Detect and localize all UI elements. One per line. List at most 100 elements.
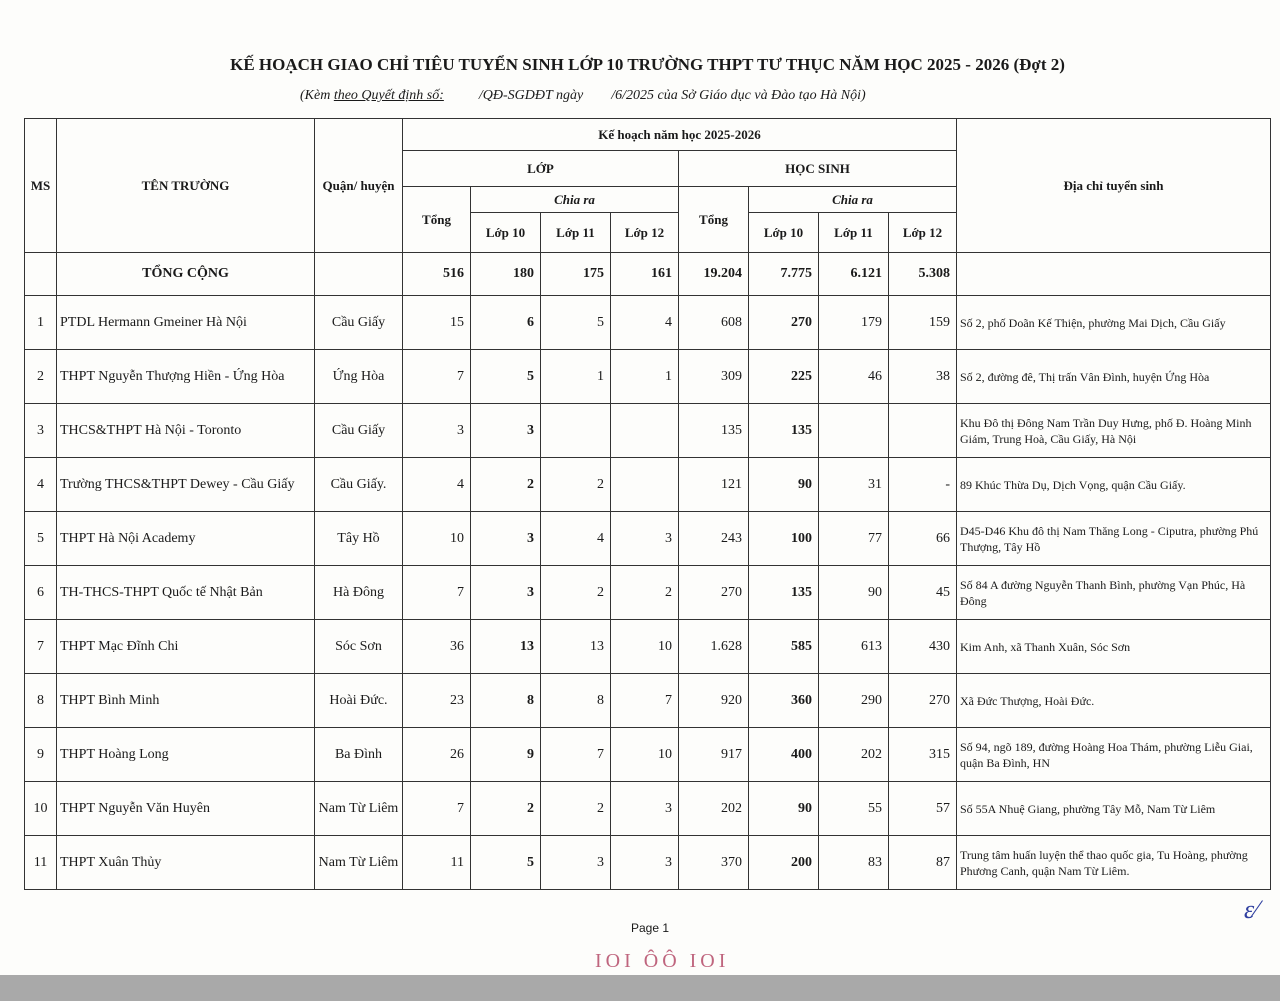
row-value: 5: [540, 295, 611, 350]
row-value: 608: [678, 295, 749, 350]
row-value: 90: [818, 565, 889, 620]
row-district: Nam Từ Liêm: [314, 835, 403, 890]
enrollment-table: MS TÊN TRƯỜNG Quận/ huyện Kế hoạch năm h…: [24, 118, 1271, 890]
row-value: 31: [818, 457, 889, 512]
total-value: 6.121: [818, 252, 889, 296]
row-value: 2: [470, 781, 541, 836]
row-address: Kim Anh, xã Thanh Xuân, Sóc Sơn: [956, 619, 1271, 674]
row-value: -: [888, 457, 957, 512]
row-value: 430: [888, 619, 957, 674]
row-district: Cầu Giấy: [314, 295, 403, 350]
subtitle-date: /6/2025 của Sở Giáo dục và Đào tạo: [583, 88, 817, 103]
table-row: 10 THPT Nguyễn Văn Huyên Nam Từ Liêm 7 2 2 3 20…: [24, 781, 1271, 836]
row-value: 7: [402, 349, 471, 404]
row-value: 55: [818, 781, 889, 836]
row-value: 45: [888, 565, 957, 620]
row-value: 135: [748, 403, 819, 458]
row-value: 9: [470, 727, 541, 782]
row-value: 83: [818, 835, 889, 890]
row-value: 11: [402, 835, 471, 890]
row-district: Cầu Giấy: [314, 403, 403, 458]
page-stamp: IOI ÔÔ IOI: [595, 950, 730, 972]
row-value: 26: [402, 727, 471, 782]
row-value: 135: [748, 565, 819, 620]
row-district: Nam Từ Liêm: [314, 781, 403, 836]
header-plan: Kế hoạch năm học 2025-2026: [402, 118, 957, 151]
row-value: 917: [678, 727, 749, 782]
header-students-grade12: Lớp 12: [888, 212, 957, 253]
row-value: 87: [888, 835, 957, 890]
header-classes-total: Tổng: [402, 186, 471, 253]
row-district: Sóc Sơn: [314, 619, 403, 674]
row-value: 8: [540, 673, 611, 728]
row-value: 66: [888, 511, 957, 566]
table-row: 7 THPT Mạc Đĩnh Chi Sóc Sơn 36 13 13 10 1.628 58…: [24, 619, 1271, 674]
total-value: 5.308: [888, 252, 957, 296]
table-row: 3 THCS&THPT Hà Nội - Toronto Cầu Giấy 3 3 135…: [24, 403, 1271, 458]
row-value: 1.628: [678, 619, 749, 674]
table-row: 8 THPT Bình Minh Hoài Đức. 23 8 8 7 920 360 290 27…: [24, 673, 1271, 728]
row-value: 10: [402, 511, 471, 566]
row-value: 4: [402, 457, 471, 512]
document-title: KẾ HOẠCH GIAO CHỈ TIÊU TUYỂN SINH LỚP 10…: [230, 55, 1065, 74]
row-ms: 7: [24, 619, 57, 674]
row-value: [818, 403, 889, 458]
table-row: 2 THPT Nguyễn Thượng Hiền - Ứng Hòa Ứng Hò…: [24, 349, 1271, 404]
row-value: 7: [402, 781, 471, 836]
row-value: 585: [748, 619, 819, 674]
row-value: 5: [470, 349, 541, 404]
row-value: 77: [818, 511, 889, 566]
row-value: 290: [818, 673, 889, 728]
row-school-name: THCS&THPT Hà Nội - Toronto: [56, 403, 315, 458]
row-address: Số 55A Nhuệ Giang, phường Tây Mỗ, Nam Từ…: [956, 781, 1271, 836]
total-value: 19.204: [678, 252, 749, 296]
row-value: 8: [470, 673, 541, 728]
header-students-grade11: Lớp 11: [818, 212, 889, 253]
row-school-name: THPT Mạc Đĩnh Chi: [56, 619, 315, 674]
row-value: 10: [610, 727, 679, 782]
total-value: 516: [402, 252, 471, 296]
row-district: Ba Đình: [314, 727, 403, 782]
header-classes-breakdown: Chia ra: [470, 186, 679, 213]
row-value: 5: [470, 835, 541, 890]
table-row: 6 TH-THCS-THPT Quốc tế Nhật Bản Hà Đông 7 3 2…: [24, 565, 1271, 620]
subtitle-number: /QĐ-SGDĐT ngày: [443, 88, 584, 103]
header-classes-grade12: Lớp 12: [610, 212, 679, 253]
row-value: 3: [610, 781, 679, 836]
total-value: 180: [470, 252, 541, 296]
row-value: 36: [402, 619, 471, 674]
row-district: Cầu Giấy.: [314, 457, 403, 512]
total-value: 161: [610, 252, 679, 296]
total-value: 7.775: [748, 252, 819, 296]
row-district: Hoài Đức.: [314, 673, 403, 728]
row-value: 6: [470, 295, 541, 350]
row-value: 243: [678, 511, 749, 566]
header-classes-grade10: Lớp 10: [470, 212, 541, 253]
row-value: 38: [888, 349, 957, 404]
row-school-name: THPT Xuân Thủy: [56, 835, 315, 890]
row-ms: 3: [24, 403, 57, 458]
table-row: 5 THPT Hà Nội Academy Tây Hồ 10 3 4 3 243 100 77 6…: [24, 511, 1271, 566]
row-school-name: THPT Nguyễn Văn Huyên: [56, 781, 315, 836]
header-ms: MS: [24, 118, 57, 253]
row-value: 3: [540, 835, 611, 890]
row-value: 920: [678, 673, 749, 728]
row-value: 202: [818, 727, 889, 782]
row-school-name: THPT Hoàng Long: [56, 727, 315, 782]
total-value: 175: [540, 252, 611, 296]
row-value: 1: [610, 349, 679, 404]
header-district: Quận/ huyện: [314, 118, 403, 253]
row-value: 7: [540, 727, 611, 782]
row-school-name: THPT Bình Minh: [56, 673, 315, 728]
row-ms: 6: [24, 565, 57, 620]
row-value: 370: [678, 835, 749, 890]
row-ms: 8: [24, 673, 57, 728]
row-ms: 5: [24, 511, 57, 566]
subtitle-prefix: (Kèm: [300, 88, 334, 103]
row-address: Số 2, đường đê, Thị trấn Vân Đình, huyện…: [956, 349, 1271, 404]
subtitle-suffix: Hà Nội): [816, 88, 866, 103]
row-value: 4: [610, 295, 679, 350]
row-value: 13: [470, 619, 541, 674]
row-value: [888, 403, 957, 458]
row-value: 135: [678, 403, 749, 458]
